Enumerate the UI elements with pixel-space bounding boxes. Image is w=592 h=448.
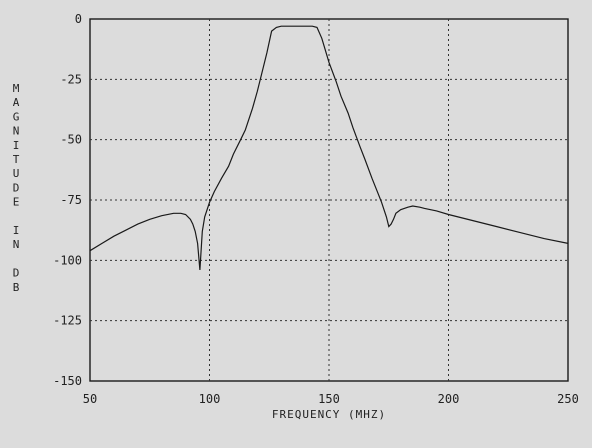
y-axis-label-char: D	[13, 181, 20, 194]
y-axis-label-char: I	[13, 224, 20, 237]
y-tick-label: -50	[60, 133, 82, 147]
y-axis-label-char: B	[13, 281, 20, 294]
y-axis-label-char: M	[13, 82, 20, 95]
y-axis-label-char: I	[13, 139, 20, 152]
y-tick-label: 0	[75, 12, 82, 26]
y-tick-label: -150	[53, 374, 82, 388]
y-axis-label-char: G	[13, 110, 20, 123]
y-axis-label-char: N	[13, 238, 20, 251]
x-ticks: 50 100 150 200 250	[83, 392, 579, 406]
x-axis-label: FREQUENCY (MHZ)	[272, 408, 386, 421]
grid	[90, 19, 568, 381]
y-axis-label-char: D	[13, 267, 20, 280]
x-tick-label: 100	[199, 392, 221, 406]
y-tick-label: -125	[53, 314, 82, 328]
y-axis-label-char: A	[13, 96, 20, 109]
y-axis-label-char: U	[13, 167, 20, 180]
x-tick-label: 50	[83, 392, 97, 406]
series-line	[89, 25, 569, 271]
y-tick-label: -25	[60, 72, 82, 86]
y-axis-label-char: E	[13, 196, 20, 209]
y-tick-label: -100	[53, 253, 82, 267]
y-ticks: 0 -25 -50 -75 -100 -125 -150	[53, 12, 82, 388]
x-tick-label: 150	[318, 392, 340, 406]
y-tick-label: -75	[60, 193, 82, 207]
y-axis-label-char: N	[13, 125, 20, 138]
x-tick-label: 200	[438, 392, 460, 406]
x-tick-label: 250	[557, 392, 579, 406]
y-axis-label-char: T	[13, 153, 20, 166]
